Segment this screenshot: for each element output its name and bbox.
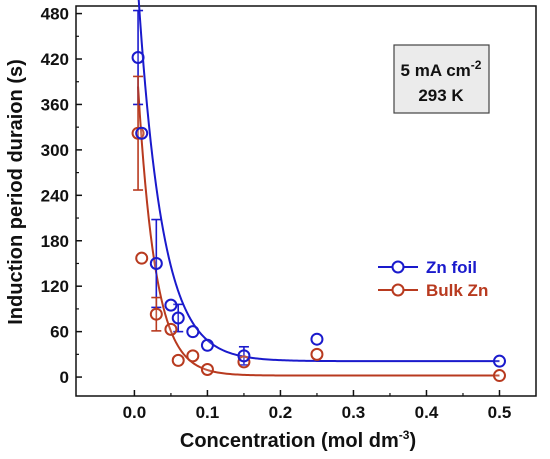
- axis-ticks: 0.0 0.1 0.2 0.3 0.4 0.5 0 60 120 180 240 300 360 420 4…: [41, 5, 512, 422]
- y-tick-label: 120: [41, 277, 69, 296]
- condition-box: 5 mA cm-2 293 K: [393, 44, 490, 114]
- data-point-bulk-zn: [171, 353, 185, 367]
- data-point-zn-foil: [186, 325, 200, 339]
- y-axis-title: Induction period duraion (s): [5, 59, 27, 325]
- data-point-zn-foil: [237, 349, 251, 363]
- y-tick-label: 420: [41, 50, 69, 69]
- plot-area-border: [75, 5, 537, 397]
- data-point-bulk-zn: [164, 322, 178, 336]
- y-tick-label: 360: [41, 95, 69, 114]
- error-bar: [133, 75, 144, 191]
- condition-box-frame: [393, 44, 490, 114]
- data-point-bulk-zn: [135, 251, 149, 265]
- data-point-zn-foil: [310, 332, 324, 346]
- data-points: [131, 50, 506, 383]
- y-tick-label: 0: [60, 368, 69, 387]
- data-point-bulk-zn: [492, 369, 506, 383]
- legend-label-bulk-zn: Bulk Zn: [426, 281, 488, 300]
- data-point-zn-foil: [492, 354, 506, 368]
- x-tick-label: 0.0: [123, 403, 147, 422]
- condition-temperature: 293 K: [418, 86, 464, 105]
- error-bar: [151, 296, 162, 332]
- data-point-zn-foil: [149, 256, 163, 270]
- data-point-zn-foil: [131, 50, 145, 64]
- data-point-zn-foil: [171, 311, 185, 325]
- data-point-zn-foil: [164, 298, 178, 312]
- fit-curve-bulk-zn: [137, 86, 500, 377]
- y-tick-label: 60: [50, 323, 69, 342]
- data-point-bulk-zn: [200, 362, 214, 376]
- y-tick-label: 300: [41, 141, 69, 160]
- y-tick-label: 240: [41, 186, 69, 205]
- y-tick-label: 480: [41, 5, 69, 24]
- x-tick-label: 0.4: [415, 403, 439, 422]
- condition-current-density: 5 mA cm-2: [401, 58, 482, 80]
- data-point-bulk-zn: [149, 307, 163, 321]
- data-point-bulk-zn: [310, 347, 324, 361]
- legend-marker-bulk-zn: [391, 283, 405, 297]
- data-point-bulk-zn: [131, 126, 145, 140]
- data-point-zn-foil: [200, 338, 214, 352]
- x-tick-label: 0.2: [269, 403, 293, 422]
- legend: Zn foil Bulk Zn: [378, 258, 488, 300]
- legend-marker-zn-foil: [391, 260, 405, 274]
- data-point-bulk-zn: [186, 349, 200, 363]
- x-tick-label: 0.5: [488, 403, 512, 422]
- x-axis-title: Concentration (mol dm-3): [180, 428, 416, 452]
- data-point-zn-foil: [135, 126, 149, 140]
- y-tick-label: 180: [41, 232, 69, 251]
- legend-label-zn-foil: Zn foil: [426, 258, 477, 277]
- plot-frame: [75, 5, 537, 397]
- x-tick-label: 0.1: [196, 403, 220, 422]
- x-tick-label: 0.3: [342, 403, 366, 422]
